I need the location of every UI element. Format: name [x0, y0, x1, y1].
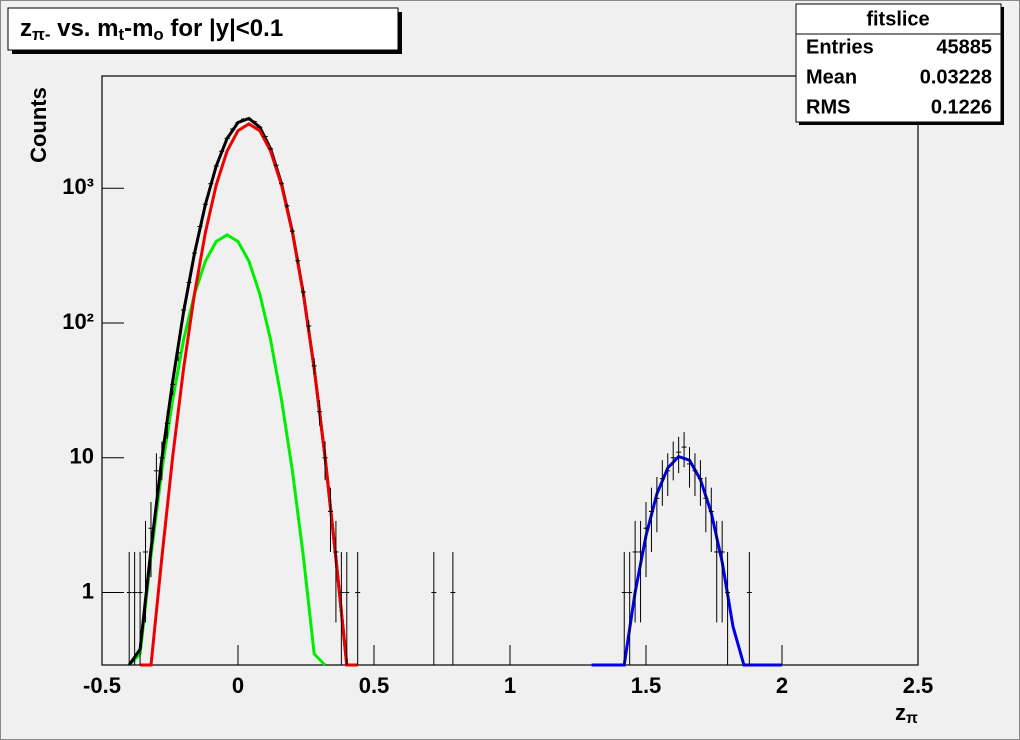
- subscript: t: [118, 25, 124, 44]
- x-axis-title: zπ: [895, 700, 918, 727]
- text-part: for |y|<0.1: [164, 15, 283, 42]
- y-tick-label: 10³: [62, 174, 94, 199]
- stats-title: fitslice: [866, 8, 929, 30]
- x-tick-label: 1.5: [631, 673, 662, 698]
- x-tick-label: 0.5: [359, 673, 390, 698]
- y-tick-label: 10: [70, 444, 94, 469]
- chart-title: zπ- vs. mt-mo for |y|<0.1: [20, 15, 283, 43]
- title-box: [7, 7, 399, 51]
- x-tick-label: -0.5: [83, 673, 121, 698]
- y-axis-title: Counts: [26, 87, 51, 163]
- y-tick-label: 1: [82, 578, 94, 603]
- y-tick-label: 10²: [62, 309, 94, 334]
- text-part: -m: [124, 15, 153, 42]
- x-tick-label: 0: [232, 673, 244, 698]
- subscript: π-: [32, 25, 50, 44]
- x-tick-label: 2.5: [903, 673, 934, 698]
- plot-frame: [101, 75, 919, 666]
- stats-label: RMS: [806, 96, 850, 118]
- subscript: π: [906, 710, 918, 727]
- subscript: o: [153, 25, 163, 44]
- stats-label: Mean: [806, 66, 857, 88]
- stats-value: 0.1226: [931, 96, 992, 118]
- x-tick-label: 2: [776, 673, 788, 698]
- fit-curve: [140, 122, 358, 667]
- marks: [126, 116, 782, 667]
- text-part: vs. m: [50, 15, 118, 42]
- stats-label: Entries: [806, 36, 874, 58]
- text-part: z: [895, 700, 906, 725]
- text-part: z: [20, 15, 32, 42]
- stats-box: [795, 3, 1002, 123]
- x-tick-label: 1: [504, 673, 516, 698]
- stats-value: 45885: [936, 36, 992, 58]
- stats-value: 0.03228: [920, 66, 992, 88]
